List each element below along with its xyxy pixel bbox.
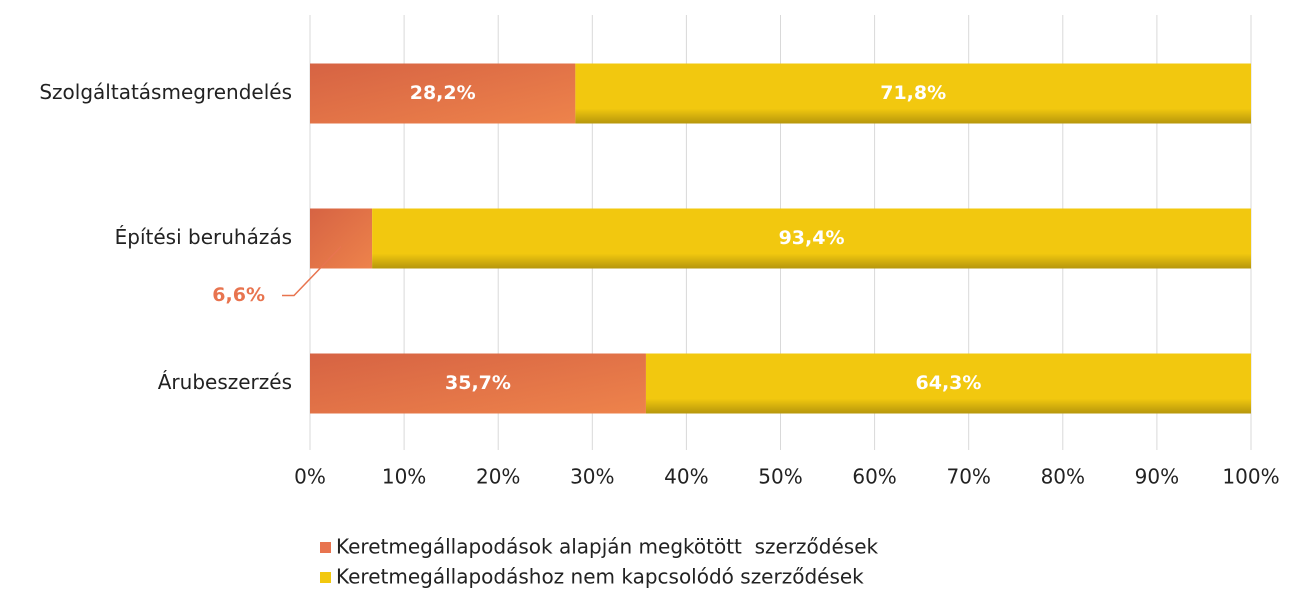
bar-shade (645, 353, 1251, 414)
legend-label: Keretmegállapodáshoz nem kapcsolódó szer… (336, 565, 864, 589)
data-label: 64,3% (916, 372, 982, 394)
legend-label: Keretmegállapodások alapján megkötött sz… (336, 535, 879, 559)
y-tick-label: Szolgáltatásmegrendelés (39, 80, 292, 104)
y-tick-label: Építési beruházás (115, 225, 292, 249)
y-tick-label: Árubeszerzés (158, 370, 292, 394)
data-label: 93,4% (779, 227, 845, 249)
data-label: 35,7% (445, 372, 511, 394)
data-label: 6,6% (212, 284, 265, 306)
x-tick-label: 30% (570, 465, 614, 489)
bar-shade (310, 208, 373, 269)
data-label: 28,2% (410, 82, 476, 104)
legend-swatch (320, 542, 331, 553)
x-tick-label: 20% (476, 465, 520, 489)
bar-shade (372, 208, 1252, 269)
x-tick-label: 100% (1222, 465, 1279, 489)
x-tick-label: 0% (294, 465, 326, 489)
bar-shade (310, 63, 576, 124)
legend-swatch (320, 572, 331, 583)
bar-shade (310, 353, 646, 414)
x-tick-label: 80% (1041, 465, 1085, 489)
x-tick-label: 40% (664, 465, 708, 489)
leader-line (282, 245, 342, 297)
x-tick-label: 90% (1135, 465, 1179, 489)
x-tick-label: 60% (852, 465, 896, 489)
x-tick-label: 50% (758, 465, 802, 489)
bar-shade (575, 63, 1251, 124)
x-tick-label: 10% (382, 465, 426, 489)
x-tick-label: 70% (946, 465, 990, 489)
data-label: 71,8% (880, 82, 946, 104)
